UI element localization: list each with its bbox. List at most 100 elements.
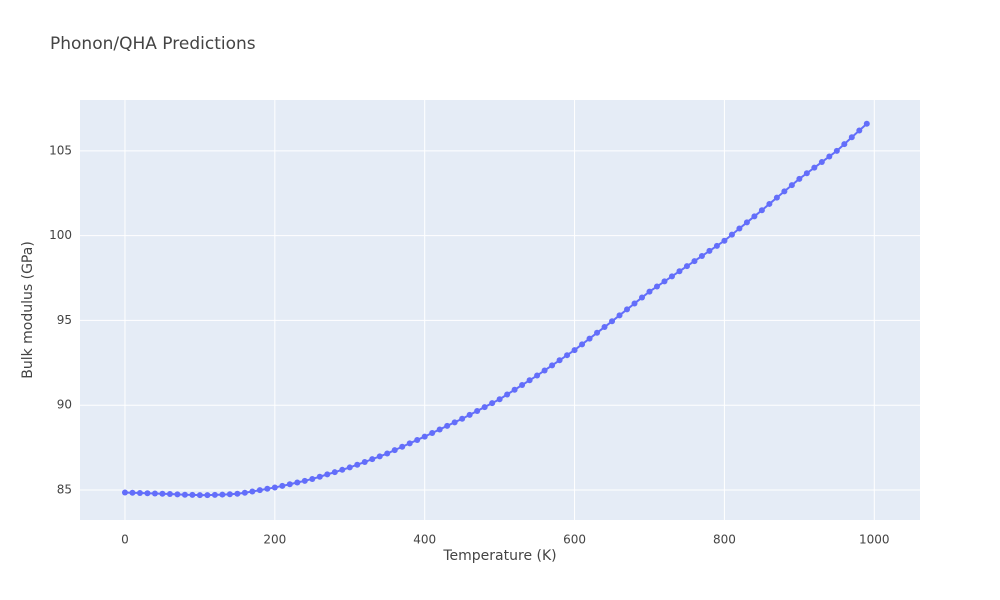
marker bbox=[721, 237, 728, 244]
marker bbox=[159, 490, 166, 497]
marker bbox=[728, 231, 735, 238]
marker bbox=[788, 182, 795, 189]
marker bbox=[384, 450, 391, 457]
marker bbox=[796, 175, 803, 182]
x-tick-label: 400 bbox=[413, 533, 436, 547]
marker bbox=[594, 329, 601, 336]
marker bbox=[354, 461, 361, 468]
marker bbox=[549, 362, 556, 369]
marker bbox=[683, 263, 690, 270]
marker bbox=[406, 440, 413, 447]
marker bbox=[489, 400, 496, 407]
marker bbox=[369, 456, 376, 463]
y-tick-label: 100 bbox=[49, 228, 72, 242]
marker bbox=[609, 318, 616, 325]
marker bbox=[676, 268, 683, 275]
marker bbox=[466, 411, 473, 418]
x-tick-label: 200 bbox=[263, 533, 286, 547]
marker bbox=[534, 372, 541, 379]
marker bbox=[661, 278, 668, 285]
marker bbox=[811, 164, 818, 171]
marker bbox=[429, 430, 436, 437]
marker bbox=[668, 273, 675, 280]
marker bbox=[151, 490, 158, 497]
marker bbox=[294, 479, 301, 486]
marker bbox=[219, 491, 226, 498]
marker bbox=[736, 225, 743, 232]
y-axis-label: Bulk modulus (GPa) bbox=[20, 241, 36, 379]
chart-title: Phonon/QHA Predictions bbox=[50, 34, 256, 54]
marker bbox=[249, 488, 256, 495]
marker bbox=[496, 396, 503, 403]
marker bbox=[653, 283, 660, 290]
plot-area bbox=[80, 100, 920, 520]
marker bbox=[189, 491, 196, 498]
marker bbox=[346, 464, 353, 471]
marker bbox=[698, 252, 705, 259]
line bbox=[124, 122, 868, 497]
marker bbox=[196, 492, 203, 499]
marker bbox=[743, 219, 750, 226]
marker bbox=[474, 407, 481, 414]
marker bbox=[421, 433, 428, 440]
y-tick-label: 90 bbox=[57, 398, 72, 412]
marker bbox=[129, 489, 136, 496]
marker bbox=[136, 490, 143, 497]
marker bbox=[361, 459, 368, 466]
marker bbox=[339, 466, 346, 473]
marker bbox=[713, 242, 720, 249]
marker bbox=[436, 426, 443, 433]
marker bbox=[481, 404, 488, 411]
marker bbox=[803, 170, 810, 177]
marker bbox=[833, 147, 840, 154]
marker bbox=[579, 341, 586, 348]
marker bbox=[818, 159, 825, 166]
marker bbox=[316, 473, 323, 480]
marker bbox=[773, 194, 780, 201]
marker bbox=[691, 258, 698, 265]
marker bbox=[526, 377, 533, 384]
marker bbox=[631, 300, 638, 307]
marker bbox=[309, 475, 316, 482]
marker bbox=[758, 207, 765, 214]
x-tick-label: 1000 bbox=[859, 533, 890, 547]
marker bbox=[624, 306, 631, 313]
marker bbox=[264, 485, 271, 492]
marker bbox=[586, 335, 593, 342]
marker bbox=[841, 141, 848, 148]
marker bbox=[564, 352, 571, 359]
marker bbox=[204, 492, 211, 499]
marker bbox=[414, 436, 421, 443]
marker bbox=[376, 453, 383, 460]
marker bbox=[444, 422, 451, 429]
marker bbox=[706, 247, 713, 254]
marker bbox=[504, 391, 511, 398]
marker bbox=[211, 491, 218, 498]
y-tick-label: 85 bbox=[57, 482, 72, 496]
marker bbox=[391, 447, 398, 454]
marker bbox=[286, 481, 293, 488]
marker bbox=[166, 491, 173, 498]
marker bbox=[226, 491, 233, 498]
y-tick-label: 95 bbox=[57, 313, 72, 327]
marker bbox=[766, 200, 773, 207]
marker bbox=[451, 419, 458, 426]
marker bbox=[234, 490, 241, 497]
marker bbox=[601, 324, 608, 331]
x-tick-label: 800 bbox=[713, 533, 736, 547]
marker bbox=[781, 188, 788, 195]
marker bbox=[279, 482, 286, 489]
marker bbox=[121, 489, 128, 496]
x-tick-label: 0 bbox=[121, 533, 129, 547]
marker bbox=[174, 491, 181, 498]
marker bbox=[751, 213, 758, 220]
marker bbox=[144, 490, 151, 497]
marker bbox=[181, 491, 188, 498]
marker bbox=[571, 347, 578, 354]
marker bbox=[863, 120, 870, 127]
marker bbox=[646, 288, 653, 295]
marker bbox=[301, 477, 308, 484]
marker bbox=[511, 386, 518, 393]
marker bbox=[271, 484, 278, 491]
